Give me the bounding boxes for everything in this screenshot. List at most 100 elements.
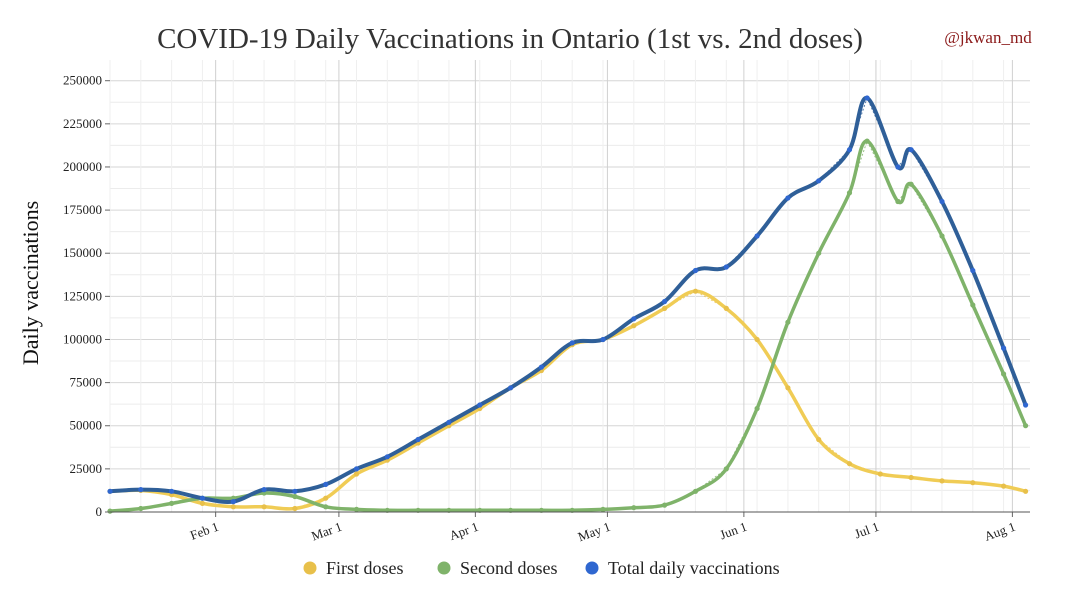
data-point xyxy=(107,488,113,494)
data-point xyxy=(353,471,360,477)
data-point xyxy=(323,481,329,487)
data-point xyxy=(292,505,298,512)
data-point xyxy=(908,181,914,187)
data-point xyxy=(1001,371,1007,377)
data-point xyxy=(107,508,113,514)
data-point xyxy=(538,364,545,370)
legend-label: Second doses xyxy=(460,558,558,578)
data-point xyxy=(600,336,606,343)
data-point xyxy=(1001,345,1007,351)
data-point xyxy=(446,419,452,425)
data-point xyxy=(785,385,791,391)
data-point xyxy=(1023,488,1029,494)
data-point xyxy=(662,298,668,305)
data-point xyxy=(292,488,298,494)
data-point xyxy=(508,385,514,391)
data-point xyxy=(723,264,729,270)
y-tick-label: 250000 xyxy=(63,73,102,88)
series-layer xyxy=(107,95,1029,514)
legend: First doses Second doses Total daily vacci… xyxy=(303,558,780,578)
data-point xyxy=(138,505,144,512)
series-total-daily-vaccinations xyxy=(107,95,1029,505)
legend-item: Total daily vaccinations xyxy=(585,558,780,578)
data-point xyxy=(816,436,822,443)
legend-item: Second doses xyxy=(437,558,558,578)
data-point xyxy=(895,164,901,170)
y-tick-label: 225000 xyxy=(63,116,102,131)
data-point xyxy=(384,454,390,460)
data-point xyxy=(970,267,976,274)
data-point xyxy=(323,504,329,510)
data-point xyxy=(415,436,421,443)
y-axis-label: Daily vaccinations xyxy=(18,201,43,365)
data-point xyxy=(970,302,976,308)
data-point xyxy=(353,466,360,472)
y-tick-label: 25000 xyxy=(70,461,103,476)
data-point xyxy=(939,478,945,484)
data-point xyxy=(323,495,329,501)
y-tick-label: 50000 xyxy=(70,418,103,433)
y-tick-label: 200000 xyxy=(63,159,102,174)
data-point xyxy=(199,500,205,506)
data-point xyxy=(939,198,945,205)
data-point xyxy=(1001,483,1007,489)
chart-credit: @jkwan_md xyxy=(944,28,1032,47)
data-point xyxy=(353,506,360,512)
data-point xyxy=(692,288,699,294)
y-tick-label: 75000 xyxy=(70,375,103,390)
data-point xyxy=(970,480,976,486)
legend-marker xyxy=(585,561,599,575)
y-tick-label: 125000 xyxy=(63,288,102,303)
data-point xyxy=(846,461,853,467)
data-point xyxy=(723,466,729,472)
data-point xyxy=(816,250,822,256)
data-point xyxy=(816,178,822,184)
data-point xyxy=(662,305,668,311)
data-point xyxy=(723,305,729,311)
data-point xyxy=(754,405,760,412)
data-point xyxy=(169,488,175,494)
data-point xyxy=(754,233,760,239)
legend-item: First doses xyxy=(303,558,404,578)
y-tick-label: 100000 xyxy=(63,331,102,346)
data-point xyxy=(864,95,870,101)
data-point xyxy=(292,493,298,500)
data-point xyxy=(138,487,144,493)
data-point xyxy=(1023,402,1029,408)
data-point xyxy=(908,147,914,153)
data-point xyxy=(846,190,853,196)
data-point xyxy=(600,506,606,512)
y-tick-label: 175000 xyxy=(63,202,102,217)
data-point xyxy=(477,402,483,408)
data-point xyxy=(631,505,637,511)
data-point xyxy=(631,323,637,329)
data-point xyxy=(785,319,791,325)
data-point xyxy=(939,233,945,239)
data-point xyxy=(895,198,901,205)
data-point xyxy=(169,500,175,506)
data-point xyxy=(864,138,870,144)
legend-marker xyxy=(437,561,451,575)
data-point xyxy=(261,487,267,493)
legend-marker xyxy=(303,561,317,575)
data-point xyxy=(261,504,267,510)
data-point xyxy=(692,488,699,494)
legend-label: Total daily vaccinations xyxy=(608,558,780,578)
data-point xyxy=(631,316,637,322)
data-point xyxy=(230,499,236,505)
data-point xyxy=(908,474,914,481)
data-point xyxy=(692,267,699,274)
data-point xyxy=(569,340,575,346)
data-point xyxy=(230,504,236,510)
data-point xyxy=(662,502,668,508)
data-point xyxy=(846,147,853,153)
grid xyxy=(109,60,1030,513)
y-tick-label: 150000 xyxy=(63,245,102,260)
chart-title: COVID-19 Daily Vaccinations in Ontario (… xyxy=(157,23,863,55)
data-point xyxy=(754,336,760,343)
legend-label: First doses xyxy=(326,558,404,578)
data-point xyxy=(877,471,883,477)
y-tick-label: 0 xyxy=(96,504,103,519)
